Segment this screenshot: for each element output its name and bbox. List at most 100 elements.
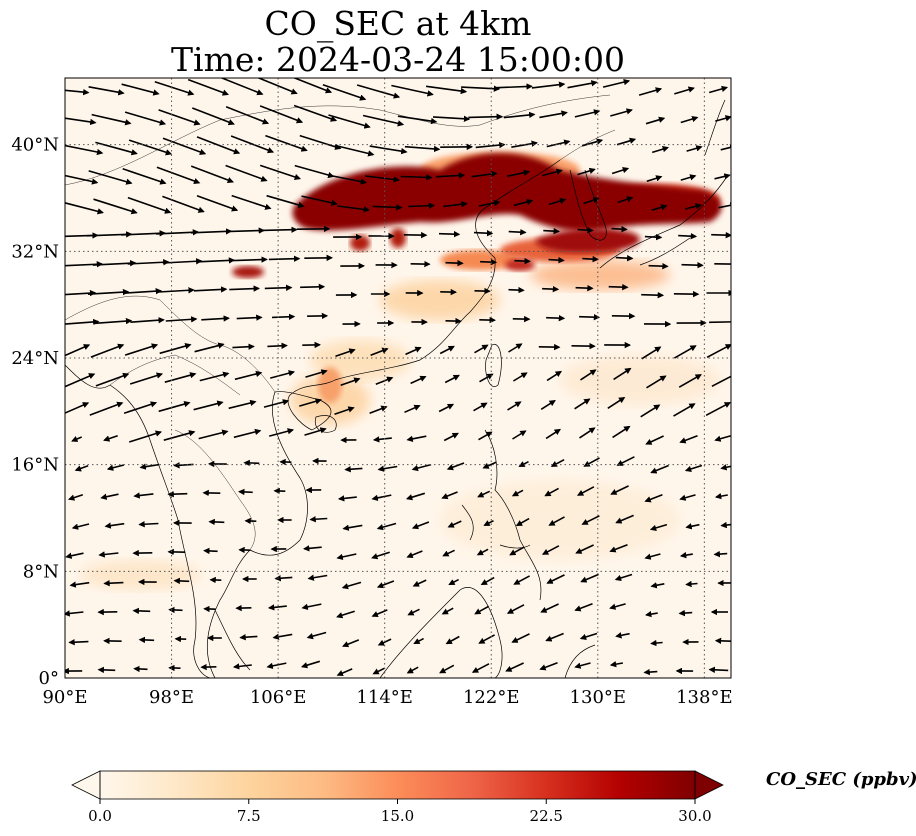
wind-arrow <box>411 463 432 472</box>
wind-arrow <box>376 580 395 589</box>
wind-arrow <box>505 662 524 672</box>
wind-arrow <box>483 519 494 527</box>
wind-arrow <box>65 610 84 617</box>
lon-tick-label: 138°E <box>676 687 733 708</box>
wind-arrow <box>371 494 392 502</box>
wind-arrow <box>645 610 658 618</box>
wind-arrow <box>441 607 454 615</box>
wind-arrow <box>162 258 203 265</box>
wind-arrow <box>229 285 260 292</box>
wind-arrow <box>514 257 531 265</box>
wind-arrow <box>680 174 697 181</box>
wind-arrow <box>448 578 459 586</box>
colorbar-ticks: 0.0 7.5 15.0 22.5 30.0 <box>88 799 712 825</box>
wind-arrow <box>711 231 731 239</box>
wind-arrow <box>261 226 298 233</box>
wind-arrow <box>406 666 419 674</box>
wind-arrow <box>546 370 562 382</box>
wind-arrow <box>356 84 401 99</box>
wind-arrow <box>90 343 125 358</box>
wind-arrow <box>678 232 698 240</box>
wind-arrow <box>334 144 375 157</box>
wind-arrow <box>473 229 494 237</box>
wind-arrow <box>602 78 631 88</box>
wind-arrow <box>375 376 394 386</box>
wind-arrow <box>303 545 322 552</box>
lat-tick-label: 40°N <box>11 135 59 156</box>
wind-arrow <box>579 313 601 321</box>
wind-arrow <box>158 109 201 126</box>
wind-arrow <box>679 551 693 559</box>
wind-arrow <box>65 318 100 326</box>
wind-arrow <box>138 521 159 528</box>
wind-arrow <box>158 287 195 294</box>
wind-arrow <box>369 405 388 414</box>
wind-arrow <box>266 194 305 208</box>
wind-arrow <box>542 168 563 177</box>
wind-arrow <box>190 228 233 235</box>
wind-arrow <box>609 603 626 610</box>
wind-arrow <box>711 373 731 388</box>
wind-arrow <box>198 429 229 440</box>
wind-arrow <box>614 573 633 582</box>
wind-arrow <box>71 436 83 442</box>
wind-arrow <box>708 666 729 674</box>
wind-arrow <box>678 609 693 617</box>
wind-arrow <box>238 488 253 496</box>
wind-arrow <box>407 608 420 616</box>
wind-arrow <box>156 166 201 185</box>
wind-arrow <box>411 521 430 530</box>
wind-arrow <box>441 491 458 500</box>
wind-arrow <box>268 428 295 437</box>
co-concentration-field <box>80 152 722 590</box>
wind-arrow <box>65 289 97 297</box>
wind-arrow <box>187 78 229 96</box>
wind-arrow <box>643 668 658 676</box>
wind-arrow <box>609 660 624 668</box>
wind-arrow <box>67 494 84 501</box>
wind-arrow <box>678 374 702 388</box>
wind-arrow <box>95 372 130 387</box>
wind-arrow <box>301 603 322 611</box>
wind-arrow <box>372 667 385 675</box>
wind-arrow <box>337 205 370 213</box>
wind-arrow <box>576 486 595 496</box>
wind-arrow <box>408 202 436 209</box>
wind-arrow <box>266 662 287 670</box>
wind-arrow <box>513 198 534 207</box>
wind-arrow <box>506 169 531 178</box>
wind-arrow <box>98 551 119 558</box>
map-panel <box>64 77 732 679</box>
wind-arrow <box>615 514 634 524</box>
wind-arrow <box>644 553 661 560</box>
wind-arrow <box>328 114 371 129</box>
wind-arrow <box>432 115 471 122</box>
wind-arrow <box>128 139 173 156</box>
wind-arrow <box>65 144 104 156</box>
wind-arrow <box>443 432 459 442</box>
wind-arrow <box>271 313 296 320</box>
wind-arrow <box>337 495 357 502</box>
wind-arrow <box>256 78 298 95</box>
wind-arrow <box>68 638 89 646</box>
wind-arrow <box>616 456 635 466</box>
wind-arrow <box>646 175 663 183</box>
wind-arrow <box>307 574 328 581</box>
wind-arrow <box>575 544 594 554</box>
wind-arrow <box>513 575 530 585</box>
wind-arrow <box>518 460 529 468</box>
wind-arrow <box>259 164 302 181</box>
wind-arrow <box>154 81 195 96</box>
wind-arrow <box>340 377 361 386</box>
wind-arrow <box>679 435 698 444</box>
colorbar-tick-label: 30.0 <box>678 807 711 825</box>
wind-arrow <box>546 314 566 322</box>
wind-arrow <box>478 431 493 441</box>
wind-arrow <box>471 170 498 178</box>
wind-arrow <box>65 402 90 414</box>
wind-arrow <box>686 145 703 152</box>
wind-arrow <box>91 113 132 126</box>
wind-arrow <box>685 523 700 530</box>
colorbar-under-extension <box>71 770 101 800</box>
wind-arrow <box>583 197 600 205</box>
